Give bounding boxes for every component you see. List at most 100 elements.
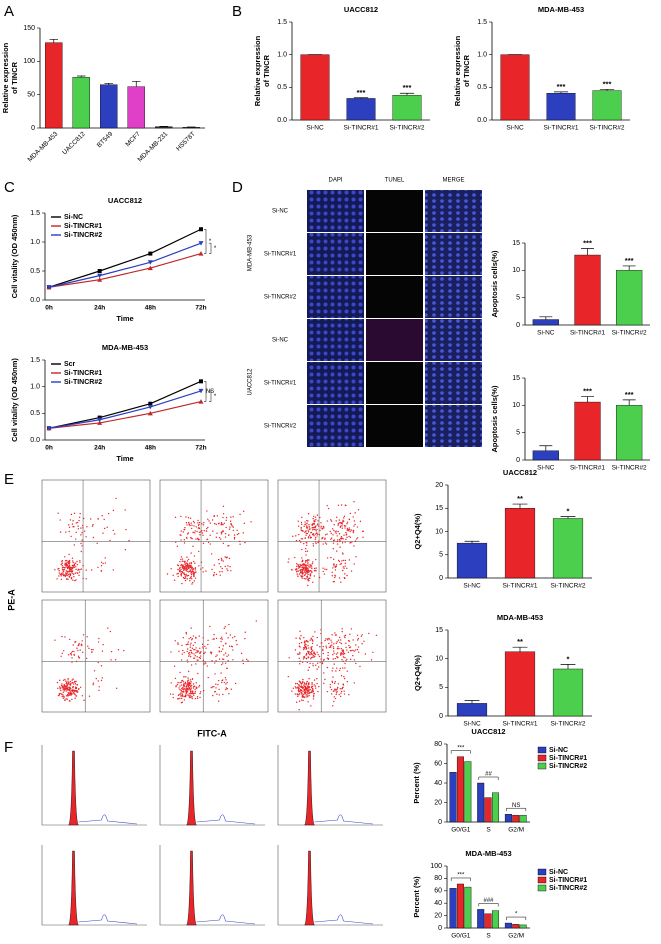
flow-dot [341,688,343,690]
flow-dot [306,689,308,691]
flow-dot [353,682,355,684]
flow-dot [313,519,315,522]
flow-dot [337,539,339,541]
flow-dot [183,569,185,572]
flow-dot [66,574,68,577]
flow-dot [73,653,75,656]
flow-dot [177,564,180,567]
flow-dot [342,683,344,685]
flow-dot [216,693,218,695]
flow-dot [88,647,90,650]
flow-dot [109,539,111,542]
flow-dot [78,574,80,577]
flow-dot [220,559,223,561]
flow-dot [301,661,304,663]
flow-dot [79,649,81,651]
y-tick-label: 1.5 [277,19,287,26]
legend-label: Si-TINCR#2 [549,885,587,892]
flow-dot [166,573,169,575]
flow-dot [327,651,329,654]
flow-dot [74,562,76,564]
flow-dot [184,576,187,578]
marker [147,260,153,265]
flow-dot [296,573,298,575]
flow-dot [312,523,315,525]
flow-dot [339,546,341,548]
flow-dot [189,679,192,681]
line [48,401,202,429]
flow-dot [330,556,332,559]
flow-dot [320,527,322,529]
flow-dot [221,571,223,573]
flow-dot [352,654,354,657]
flow-dot [179,682,181,684]
flow-dot [100,565,103,567]
flow-dot [314,685,317,687]
annotation: * [515,912,518,918]
flow-dot [302,693,304,695]
histogram-peak [304,750,315,826]
flow-dot [74,683,77,685]
flow-dot [340,521,342,524]
flow-dot [345,531,347,534]
flow-dot [189,654,191,656]
flow-dot [198,684,201,687]
flow-dot [67,687,69,690]
flow-dot [295,568,298,570]
flow-dot [188,567,190,570]
marker [199,379,203,384]
flow-dot [220,672,222,674]
flow-dot [177,575,179,578]
flow-dot [344,562,347,565]
flow-dot [321,662,324,665]
flow-dot [348,527,351,529]
flow-dot [316,644,318,646]
x-tick-label: Si-TINCR#1 [543,125,578,132]
flow-dot [225,683,227,685]
flow-dot [183,539,185,541]
histogram-axes [41,745,147,826]
flow-dot [79,559,81,562]
bracket [506,807,527,812]
flow-dot [331,571,333,574]
flow-dot [227,659,229,662]
flow-dot [306,640,309,643]
flow-dot [363,640,365,642]
flow-dot [67,654,70,656]
flow-dot [304,692,307,695]
flow-dot [350,628,353,630]
flow-dot [298,642,301,645]
flow-dot [314,631,316,633]
flow-dot [187,682,190,684]
flow-dot [62,570,65,572]
marker [198,251,204,256]
flow-dot [300,572,303,574]
flow-dot [352,639,354,641]
flow-dot [173,665,176,667]
legend-swatch [537,876,547,884]
flow-dot [224,532,227,535]
flow-dot [221,681,223,684]
flow-dot [73,650,75,653]
flow-dot [336,690,338,693]
flow-dot [200,531,202,533]
flow-dot [242,532,244,534]
error-bar [399,92,415,96]
flow-dot [211,660,213,662]
histogram-axes [277,845,383,926]
flow-dot [59,573,62,576]
flow-dot [172,693,174,696]
flow-dot [298,700,301,702]
flow-dot [311,645,313,648]
flow-dot [184,681,187,684]
flow-dot [61,573,63,575]
flow-dot [232,659,234,661]
flow-dot [82,527,84,529]
flow-dot [307,536,310,538]
flow-dot [300,521,303,524]
flow-dot [68,530,70,533]
flow-dot [244,631,246,633]
flow-dot [190,650,192,652]
flow-dot [339,563,341,566]
flow-dot [189,537,192,539]
